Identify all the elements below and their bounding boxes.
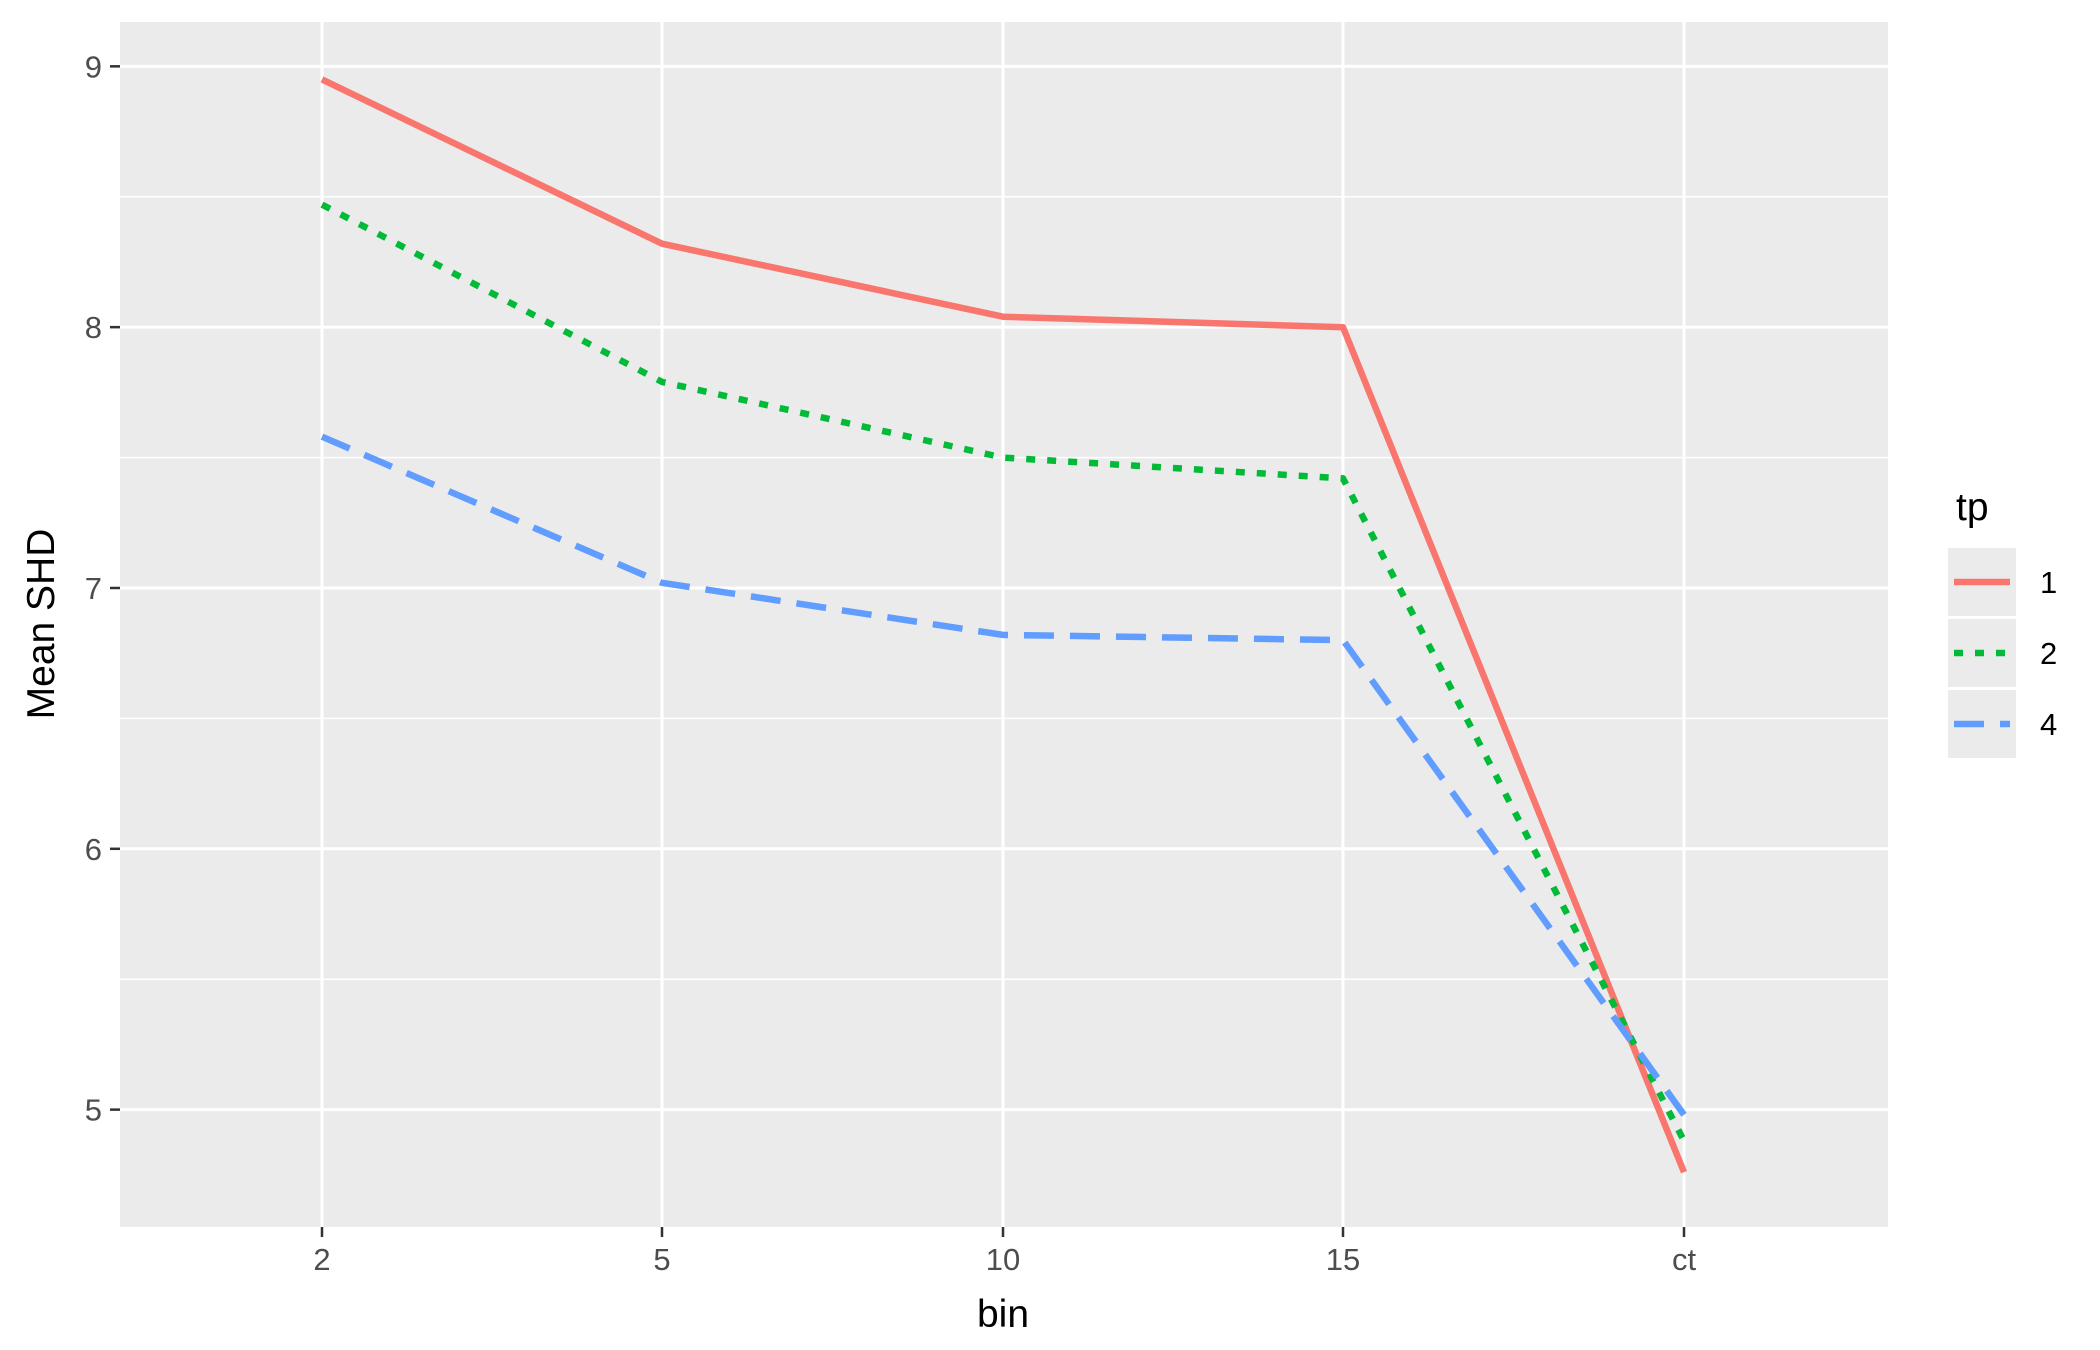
y-tick-label: 7	[85, 571, 102, 606]
y-tick-label: 6	[85, 832, 102, 867]
x-axis: 2 5 10 15 ct	[313, 1227, 1696, 1277]
series-line-4	[320, 433, 1687, 1117]
x-tick-label: 2	[313, 1242, 330, 1277]
series-line-2	[320, 201, 1687, 1143]
y-tick-label: 8	[85, 310, 102, 345]
x-tick-label: 10	[986, 1242, 1020, 1277]
y-axis-title: Mean SHD	[20, 529, 63, 720]
legend-label-4: 4	[2040, 707, 2057, 742]
x-tick-label: 5	[653, 1242, 670, 1277]
x-tick-label: 15	[1326, 1242, 1360, 1277]
y-axis: 5 6 7 8 9	[85, 49, 120, 1128]
y-tick-label: 5	[85, 1093, 102, 1128]
grid-lines	[120, 22, 1888, 1227]
legend: tp 1 2 4	[1948, 486, 2057, 758]
y-tick-label: 9	[85, 49, 102, 84]
legend-label-2: 2	[2040, 636, 2057, 671]
series-line-1	[320, 76, 1688, 1174]
x-axis-title: bin	[977, 1293, 1029, 1336]
series-lines	[320, 76, 1688, 1174]
legend-label-1: 1	[2040, 565, 2057, 600]
x-tick-label: ct	[1672, 1242, 1697, 1277]
legend-title: tp	[1956, 486, 1989, 529]
